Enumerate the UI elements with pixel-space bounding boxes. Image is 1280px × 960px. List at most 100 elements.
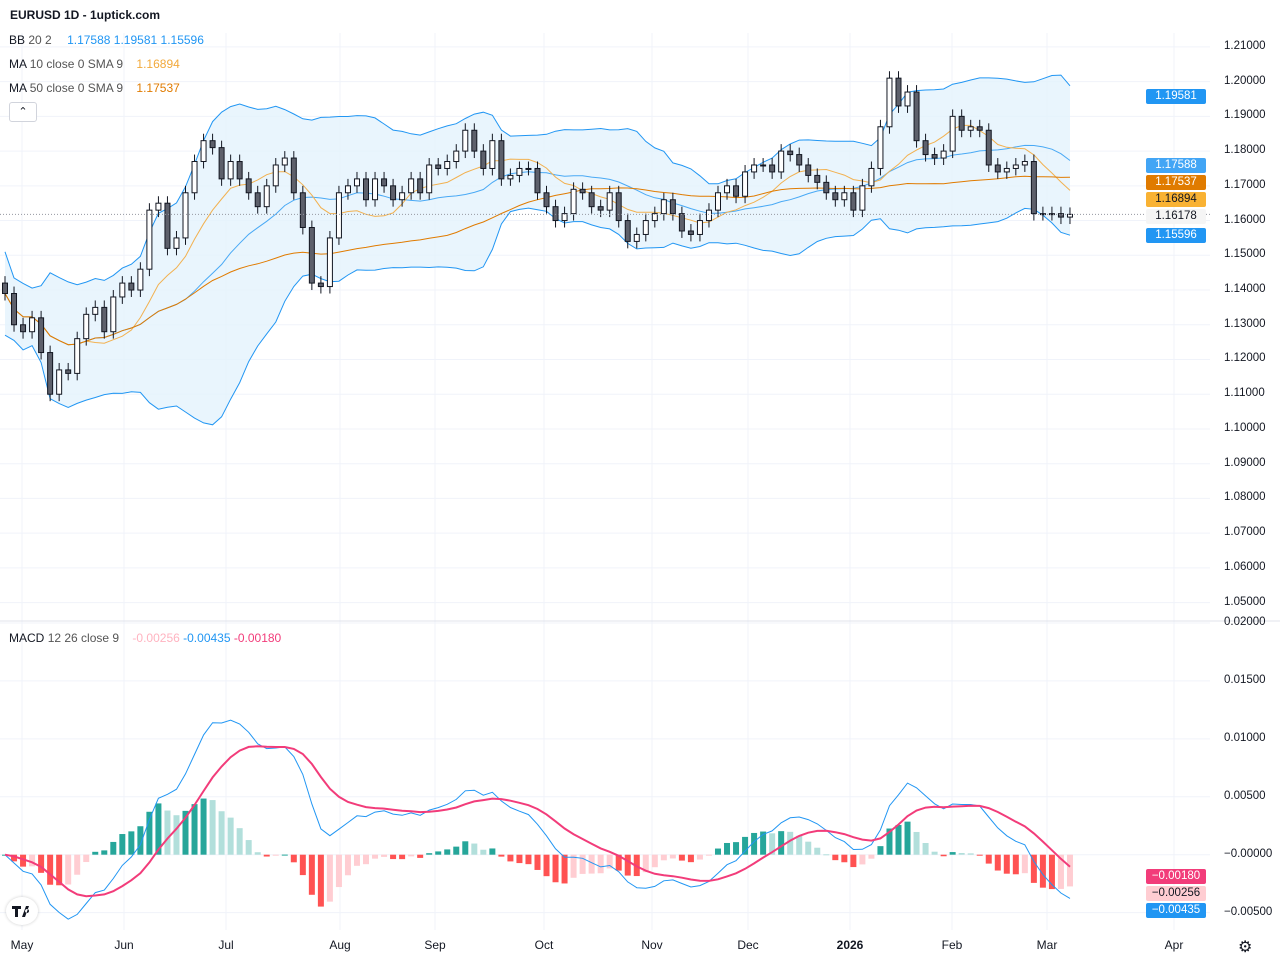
- candle-up: [408, 178, 415, 194]
- macd-histogram-bar: [38, 854, 45, 873]
- bb-basis-value: 1.17588: [67, 33, 111, 47]
- macd-histogram-bar: [498, 854, 505, 857]
- tradingview-logo[interactable]: [6, 897, 38, 925]
- macd-histogram-bar: [20, 854, 27, 867]
- legend-bb[interactable]: BB 20 2 1.17588 1.19581 1.15596: [9, 33, 204, 47]
- legend-macd[interactable]: MACD 12 26 close 9 -0.00256 -0.00435 -0.…: [9, 631, 281, 645]
- candle-up: [29, 317, 36, 333]
- macd-histogram-bar: [182, 810, 189, 855]
- candle-down: [317, 282, 324, 288]
- candle-up: [1003, 167, 1010, 173]
- candle-up: [714, 192, 721, 211]
- macd-histogram-bar: [74, 854, 81, 875]
- candle-down: [850, 192, 857, 211]
- price-axis-tick: 1.14000: [1224, 283, 1266, 296]
- macd-histogram-bar: [913, 831, 920, 855]
- macd-histogram-bar: [534, 854, 541, 870]
- macd-histogram-bar: [976, 854, 983, 856]
- macd-histogram-bar: [353, 854, 360, 866]
- macd-histogram-bar: [579, 854, 586, 874]
- candle-down: [65, 369, 72, 374]
- candle-up: [949, 115, 956, 152]
- candle-up: [344, 185, 351, 194]
- macd-histogram-bar: [552, 854, 559, 883]
- time-axis-label: Sep: [424, 938, 446, 952]
- macd-histogram-bar: [850, 854, 857, 868]
- macd-histogram-bar: [29, 854, 36, 867]
- candle-up: [778, 150, 785, 173]
- macd-histogram-bar: [696, 854, 703, 860]
- macd-axis-tick: −0.00000: [1224, 847, 1273, 860]
- macd-histogram-bar: [922, 843, 929, 855]
- bb-lower-line: [4, 207, 1071, 426]
- macd-histogram-bar: [1048, 854, 1055, 890]
- candle-down: [209, 140, 216, 149]
- price-axis-tick: 1.15000: [1224, 248, 1266, 261]
- macd-histogram-bar: [92, 851, 99, 855]
- macd-histogram-bar: [660, 854, 667, 861]
- price-axis-tick: 1.10000: [1224, 421, 1266, 434]
- candle-up: [751, 164, 758, 173]
- legend-name: MACD: [9, 631, 45, 645]
- price-axis-tick: 1.13000: [1224, 317, 1266, 330]
- candle-up: [426, 164, 433, 194]
- macd-line: [4, 719, 1071, 920]
- macd-histogram-bar: [263, 854, 270, 857]
- macd-histogram-bar: [11, 854, 18, 862]
- candle-down: [976, 126, 983, 131]
- candle-up: [516, 167, 523, 176]
- macd-histogram-bar: [218, 811, 225, 855]
- candle-down: [101, 306, 108, 333]
- candle-down: [895, 77, 902, 107]
- candle-up: [1021, 161, 1028, 166]
- candle-up: [399, 192, 406, 201]
- candle-down: [687, 230, 694, 235]
- macd-histogram-bar: [281, 854, 288, 856]
- legend-ma50[interactable]: MA 50 close 0 SMA 9 1.17537: [9, 81, 180, 95]
- macd-histogram-bar: [904, 821, 911, 855]
- candle-up: [507, 174, 514, 180]
- macd-histogram-bar: [164, 810, 171, 855]
- macd-histogram-bar: [299, 854, 306, 876]
- candle-down: [381, 178, 388, 187]
- price-badge: 1.19581: [1146, 89, 1206, 105]
- ma10-value: 1.16894: [136, 57, 180, 71]
- candle-up: [83, 313, 90, 340]
- macd-histogram-bar: [426, 853, 433, 855]
- candle-down: [38, 317, 45, 354]
- macd-histogram-bar: [940, 854, 947, 857]
- candle-down: [417, 178, 424, 194]
- macd-histogram-bar: [985, 854, 992, 864]
- gear-icon[interactable]: ⚙: [1238, 939, 1253, 956]
- candle-down: [769, 164, 776, 173]
- macd-histogram-bar: [705, 854, 712, 856]
- candle-up: [1039, 213, 1046, 216]
- price-axis-tick: 1.07000: [1224, 526, 1266, 539]
- macd-histogram-bar: [714, 848, 721, 855]
- candle-down: [588, 192, 595, 208]
- price-axis-tick: 1.18000: [1224, 144, 1266, 157]
- macd-histogram-bar: [83, 854, 90, 863]
- macd-histogram-bar: [128, 831, 135, 855]
- candle-up: [696, 220, 703, 235]
- candle-up: [462, 129, 469, 152]
- candle-up: [841, 192, 848, 201]
- legend-ma10[interactable]: MA 10 close 0 SMA 9 1.16894: [9, 57, 180, 71]
- price-badge: 1.16894: [1146, 192, 1206, 208]
- macd-histogram-bar: [146, 811, 153, 855]
- candle-down: [128, 282, 135, 291]
- price-axis-tick: 1.16000: [1224, 213, 1266, 226]
- collapse-legend-button[interactable]: ⌃: [9, 102, 37, 122]
- price-axis-tick: 1.17000: [1224, 178, 1266, 191]
- chart-title: EURUSD 1D - 1uptick.com: [10, 8, 161, 22]
- bb-lower-value: 1.15596: [160, 33, 204, 47]
- bb-upper-value: 1.19581: [113, 33, 158, 47]
- candle-down: [814, 174, 821, 183]
- candle-down: [615, 192, 622, 222]
- candle-up: [110, 296, 117, 333]
- candle-down: [1030, 161, 1037, 215]
- candle-down: [254, 192, 261, 208]
- macd-histogram-bar: [624, 854, 631, 876]
- candle-up: [651, 213, 658, 222]
